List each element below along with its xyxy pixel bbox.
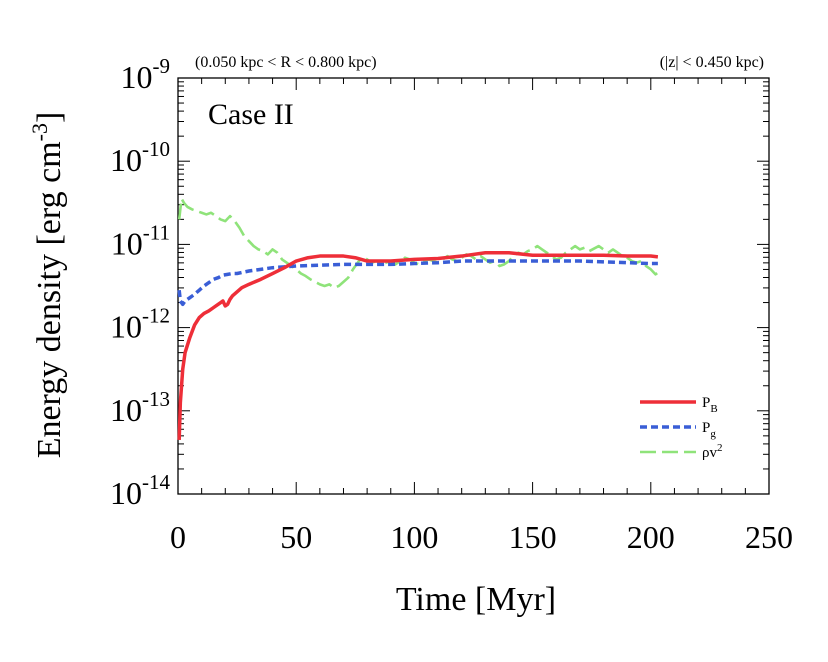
series-layer [177, 197, 659, 440]
tick-marks [177, 77, 770, 495]
y-tick-label: 10-11 [111, 220, 170, 261]
y-axis-label-main: Energy density [erg cm [31, 141, 68, 458]
series-line-p-g [177, 259, 658, 307]
x-tick-labels: 0 50 100 150 200 250 [170, 519, 793, 555]
subtitle-height-range: (|z| < 0.450 kpc) [660, 54, 764, 71]
series-line-p-b [177, 250, 659, 440]
y-axis-label: Energy density [erg cm-3] [27, 112, 68, 459]
x-tick-label: 250 [745, 519, 793, 555]
plot-frame [177, 77, 770, 495]
y-tick-label: 10-10 [110, 137, 170, 178]
y-axis-label-close: ] [31, 112, 68, 123]
y-tick-label: 10-12 [110, 304, 170, 345]
y-tick-label: 10-9 [121, 54, 171, 95]
x-tick-label: 50 [280, 519, 312, 555]
x-tick-label: 0 [170, 519, 186, 555]
y-axis-label-exponent: -3 [27, 123, 52, 141]
y-tick-label: 10-13 [110, 387, 170, 428]
series-line-rho-v-2 [177, 197, 659, 289]
x-tick-label: 150 [509, 519, 557, 555]
legend-label: ρv2 [702, 442, 723, 461]
subtitle-radius-range: (0.050 kpc < R < 0.800 kpc) [195, 54, 377, 71]
y-tick-label: 10-14 [110, 470, 170, 511]
x-tick-label: 200 [627, 519, 675, 555]
x-tick-label: 100 [390, 519, 438, 555]
x-axis-label: Time [Myr] [396, 581, 556, 618]
legend-label: PB [702, 395, 718, 415]
y-tick-labels: 10-9 10-10 10-11 10-12 10-13 10-14 [110, 54, 170, 511]
legend: PB Pg ρv2 [640, 395, 723, 461]
legend-label: Pg [702, 420, 716, 440]
chart-title: Case II [208, 98, 294, 131]
